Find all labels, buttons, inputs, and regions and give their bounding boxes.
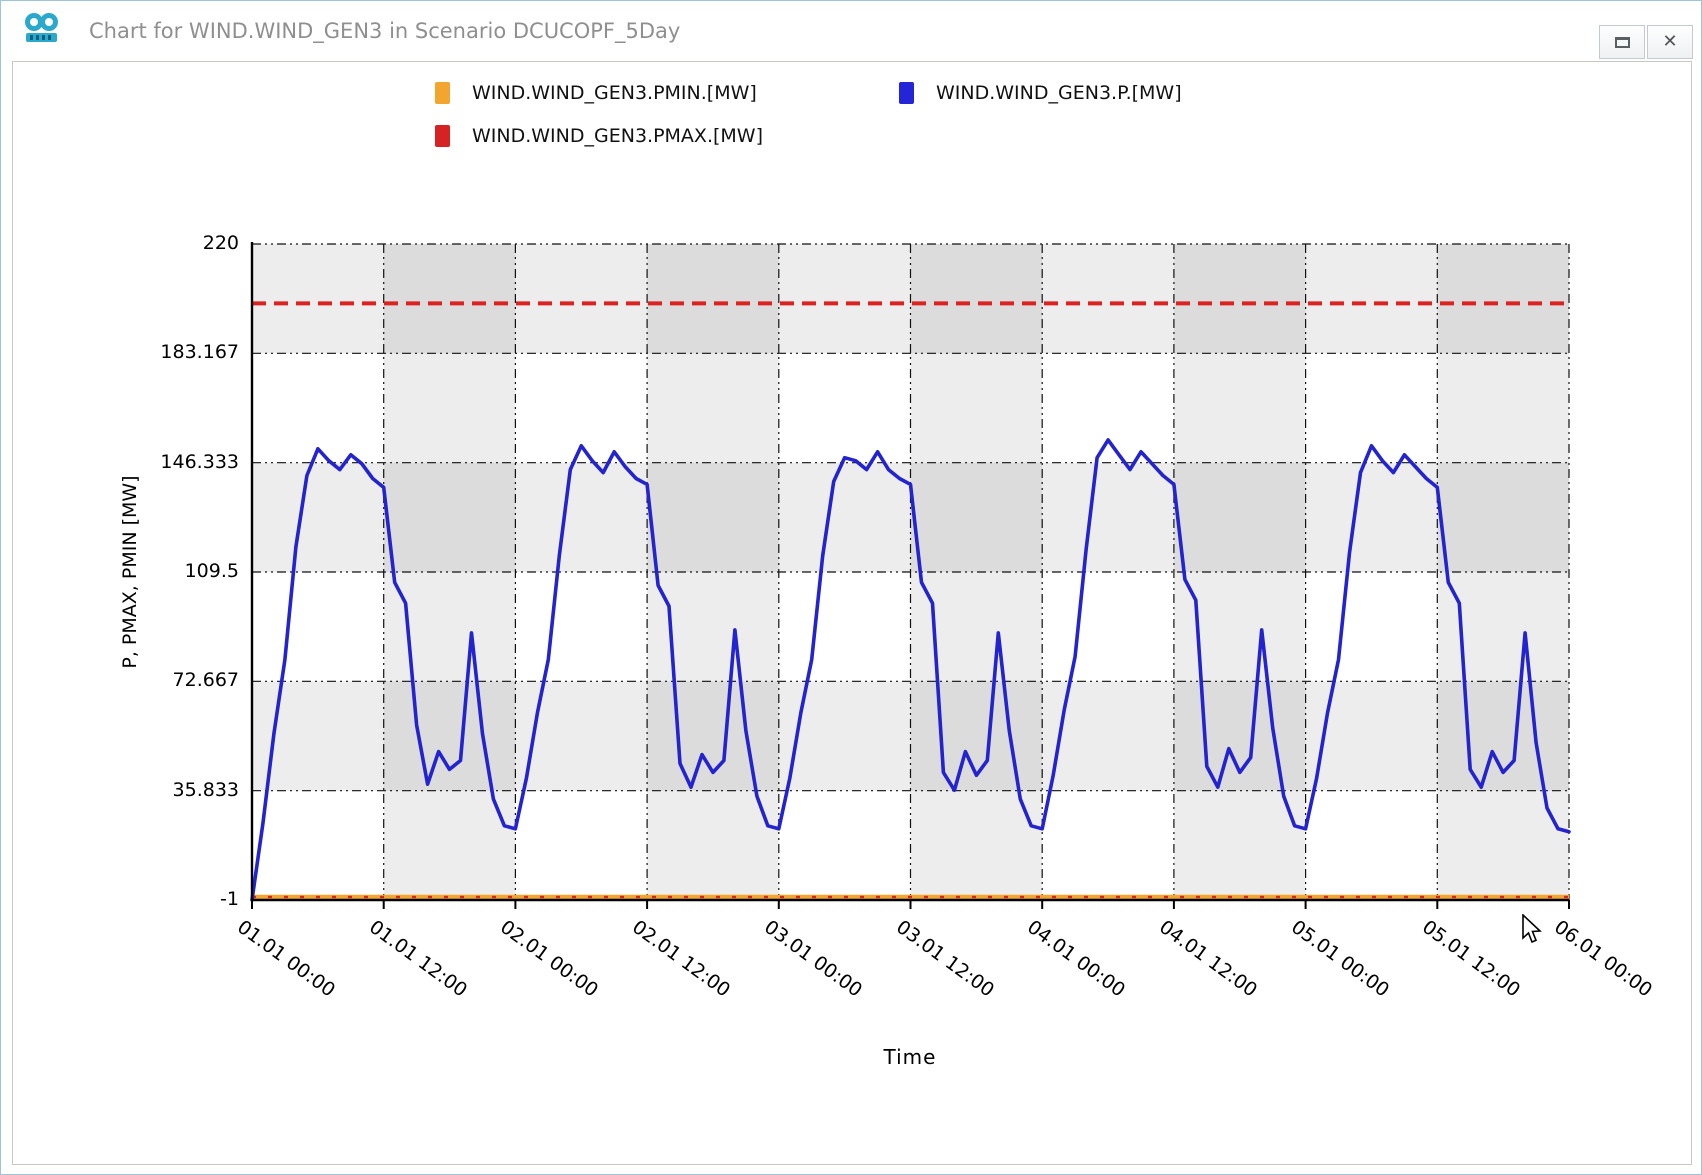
legend-label-p: WIND.WIND_GEN3.P.[MW] [936, 82, 1182, 104]
y-tick-label: 35.833 [172, 778, 239, 801]
y-tick-label: 183.167 [160, 341, 239, 364]
y-tick-label: 220 [202, 232, 239, 254]
close-button[interactable]: ✕ [1647, 25, 1693, 59]
legend-label-pmin: WIND.WIND_GEN3.PMIN.[MW] [472, 82, 757, 104]
maximize-icon [1614, 36, 1630, 48]
y-tick-label: -1 [220, 888, 239, 910]
legend-item-pmax: WIND.WIND_GEN3.PMAX.[MW] [435, 125, 763, 147]
close-icon: ✕ [1662, 31, 1678, 52]
titlebar: Chart for WIND.WIND_GEN3 in Scenario DCU… [1, 1, 1701, 61]
legend-swatch-pmin [435, 82, 450, 104]
y-tick-label: 72.667 [172, 669, 239, 692]
legend-swatch-pmax [435, 125, 450, 147]
legend-item-p: WIND.WIND_GEN3.P.[MW] [899, 82, 1182, 104]
maximize-button[interactable] [1599, 25, 1645, 59]
mouse-cursor [1522, 913, 1544, 948]
app-icon [22, 12, 62, 46]
legend-label-pmax: WIND.WIND_GEN3.PMAX.[MW] [472, 125, 763, 147]
legend-item-pmin: WIND.WIND_GEN3.PMIN.[MW] [435, 82, 757, 104]
window-title: Chart for WIND.WIND_GEN3 in Scenario DCU… [89, 19, 681, 43]
x-axis-title: Time [883, 1045, 937, 1069]
legend-swatch-p [899, 82, 914, 104]
y-tick-label: 109.5 [184, 560, 239, 582]
window-buttons: ✕ [1599, 25, 1693, 59]
y-tick-label: 146.333 [160, 450, 239, 473]
